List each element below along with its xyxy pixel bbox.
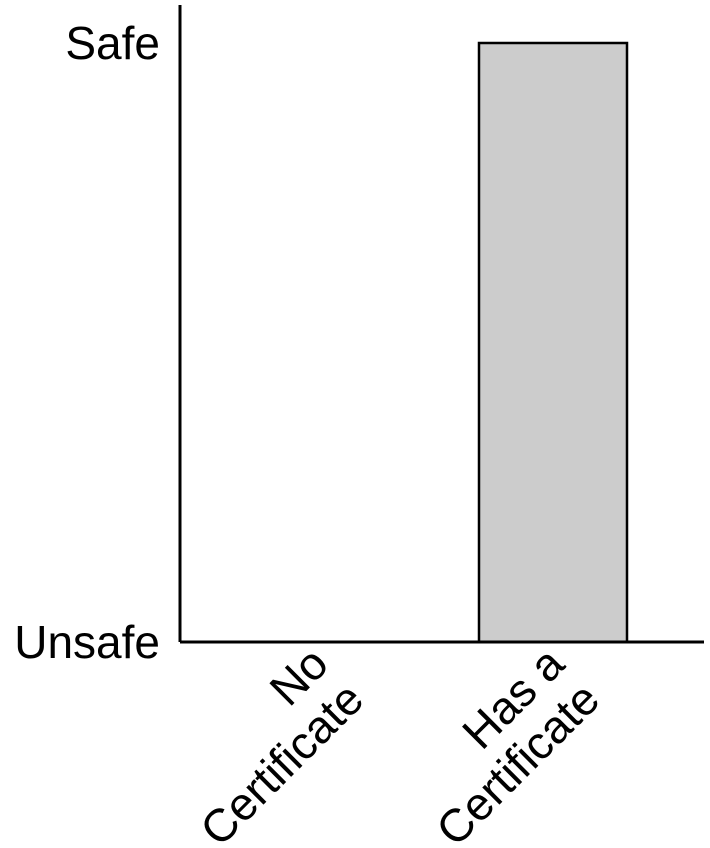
y-tick-label-2: Unsafe	[14, 616, 160, 668]
bars	[477, 41, 629, 644]
bar-2	[477, 41, 629, 644]
y-tick-labels: Safe Unsafe	[14, 17, 160, 668]
y-tick-label-1: Safe	[65, 17, 160, 69]
